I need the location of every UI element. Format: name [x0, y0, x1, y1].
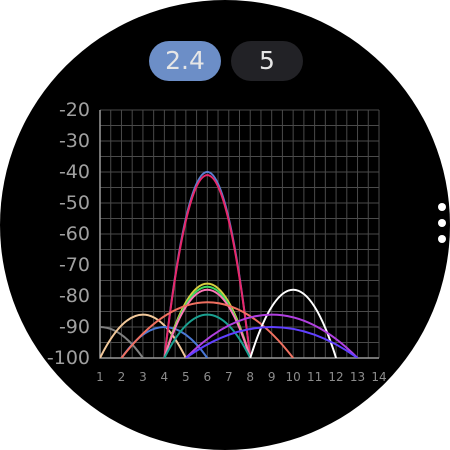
y-tick-label: -20	[58, 99, 90, 121]
x-tick-label: 3	[139, 370, 147, 384]
x-tick-label: 8	[246, 370, 255, 384]
y-tick-label: -100	[46, 347, 90, 369]
y-tick-label: -90	[58, 316, 90, 338]
chart-series	[100, 171, 359, 358]
signal-curve	[100, 326, 144, 358]
page-dot[interactable]	[438, 203, 446, 211]
x-tick-label: 10	[285, 370, 301, 384]
y-tick-label: -30	[58, 130, 90, 152]
signal-curve	[185, 313, 359, 358]
x-tick-label: 13	[349, 370, 366, 384]
y-tick-label: -70	[58, 254, 90, 276]
page-dot[interactable]	[438, 219, 446, 227]
x-tick-label: 5	[182, 370, 190, 384]
signal-curve	[163, 174, 252, 358]
signal-curve	[163, 289, 252, 358]
signal-curve	[163, 313, 252, 358]
page-indicator	[438, 203, 446, 245]
x-tick-label: 6	[203, 370, 212, 384]
x-tick-label: 2	[117, 370, 126, 384]
y-tick-label: -40	[58, 161, 90, 183]
signal-curve	[120, 301, 294, 358]
page-dot[interactable]	[438, 235, 446, 243]
signal-curve	[100, 313, 187, 358]
x-tick-label: 11	[306, 370, 323, 384]
signal-curve	[185, 326, 359, 358]
y-tick-label: -50	[58, 192, 90, 214]
y-tick-label: -80	[58, 285, 90, 307]
x-tick-label: 7	[224, 370, 233, 384]
x-tick-label: 14	[371, 370, 387, 384]
x-tick-label: 4	[160, 370, 169, 384]
x-tick-label: 1	[96, 370, 104, 384]
tab-band-2-4[interactable]: 2.4	[149, 41, 221, 81]
chart-grid	[99, 109, 380, 359]
signal-curve	[249, 289, 338, 358]
x-tick-label: 12	[328, 370, 344, 384]
x-tick-label: 9	[267, 370, 276, 384]
y-tick-label: -60	[58, 223, 90, 245]
tab-band-5[interactable]: 5	[231, 41, 303, 81]
